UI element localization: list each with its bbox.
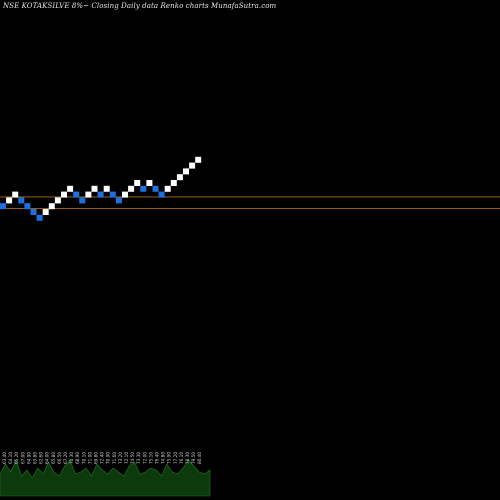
price-label: 71.00 [87,452,92,464]
price-label: 65.20 [14,452,19,464]
renko-brick-up [91,185,98,192]
price-label: 78.30 [185,452,190,464]
renko-brick-up [195,156,202,163]
renko-brick-up [103,185,110,192]
renko-brick-up [85,191,92,198]
renko-brick-down [115,197,122,204]
renko-brick-up [134,180,141,186]
renko-brick-down [79,197,86,204]
renko-brick-up [170,180,177,186]
price-label: 76.10 [179,452,184,464]
renko-brick-up [176,174,183,181]
renko-brick-down [97,191,104,198]
renko-brick-up [6,197,13,204]
price-label: 73.30 [136,452,141,464]
price-label: 74.50 [130,452,135,464]
price-label: 70.90 [106,452,111,464]
renko-brick-down [140,185,147,192]
renko-brick-up [183,168,189,175]
renko-brick-up [146,180,153,186]
price-label: 72.00 [142,452,147,464]
renko-brick-up [128,185,135,192]
price-label: 62.60 [39,452,44,464]
chart-title: NSE KOTAKSILVE 8%~ Closing Daily data Re… [3,2,277,10]
renko-brick-down [109,191,116,198]
price-label: 75.90 [167,452,172,464]
price-label: 70.30 [69,452,74,464]
price-label: 67.00 [20,452,25,464]
renko-brick-down [158,191,165,198]
volume-area [0,459,211,497]
price-label: 70.10 [81,452,86,464]
renko-brick-up [48,203,55,210]
price-label: 63.80 [33,452,38,464]
renko-brick-up [54,197,61,204]
renko-brick-up [189,162,196,169]
price-label: 64.00 [45,452,50,464]
renko-brick-down [0,203,6,210]
price-label: 80.40 [197,452,202,464]
renko-brick-down [30,209,37,215]
price-label: 75.10 [148,452,153,464]
price-label: 71.60 [112,452,117,464]
renko-brick-down [152,185,159,192]
renko-brick-up [12,191,19,198]
price-label: 79.50 [191,452,196,464]
renko-brick-up [164,185,171,192]
renko-brick-down [73,191,80,198]
renko-brick-down [36,214,43,221]
price-label: 68.90 [75,452,80,464]
price-label: 72.40 [100,452,105,464]
price-label: 64.10 [8,452,13,464]
renko-brick-down [24,203,31,210]
renko-brick-up [61,191,67,198]
price-label: 77.20 [173,452,178,464]
renko-brick-up [67,185,74,192]
price-label: 73.20 [118,452,123,464]
price-label: 69.80 [94,452,99,464]
renko-brick-up [122,191,128,198]
price-label: 74.80 [161,452,166,464]
renko-brick-down [18,197,25,204]
renko-brick-up [42,209,49,215]
price-label: 66.50 [57,452,62,464]
price-label: 63.40 [2,452,7,464]
price-label: 65.80 [51,452,56,464]
price-label: 67.20 [63,452,68,464]
price-label: 72.10 [124,452,129,464]
price-label: 64.90 [26,452,31,464]
price-label: 76.40 [155,452,160,464]
